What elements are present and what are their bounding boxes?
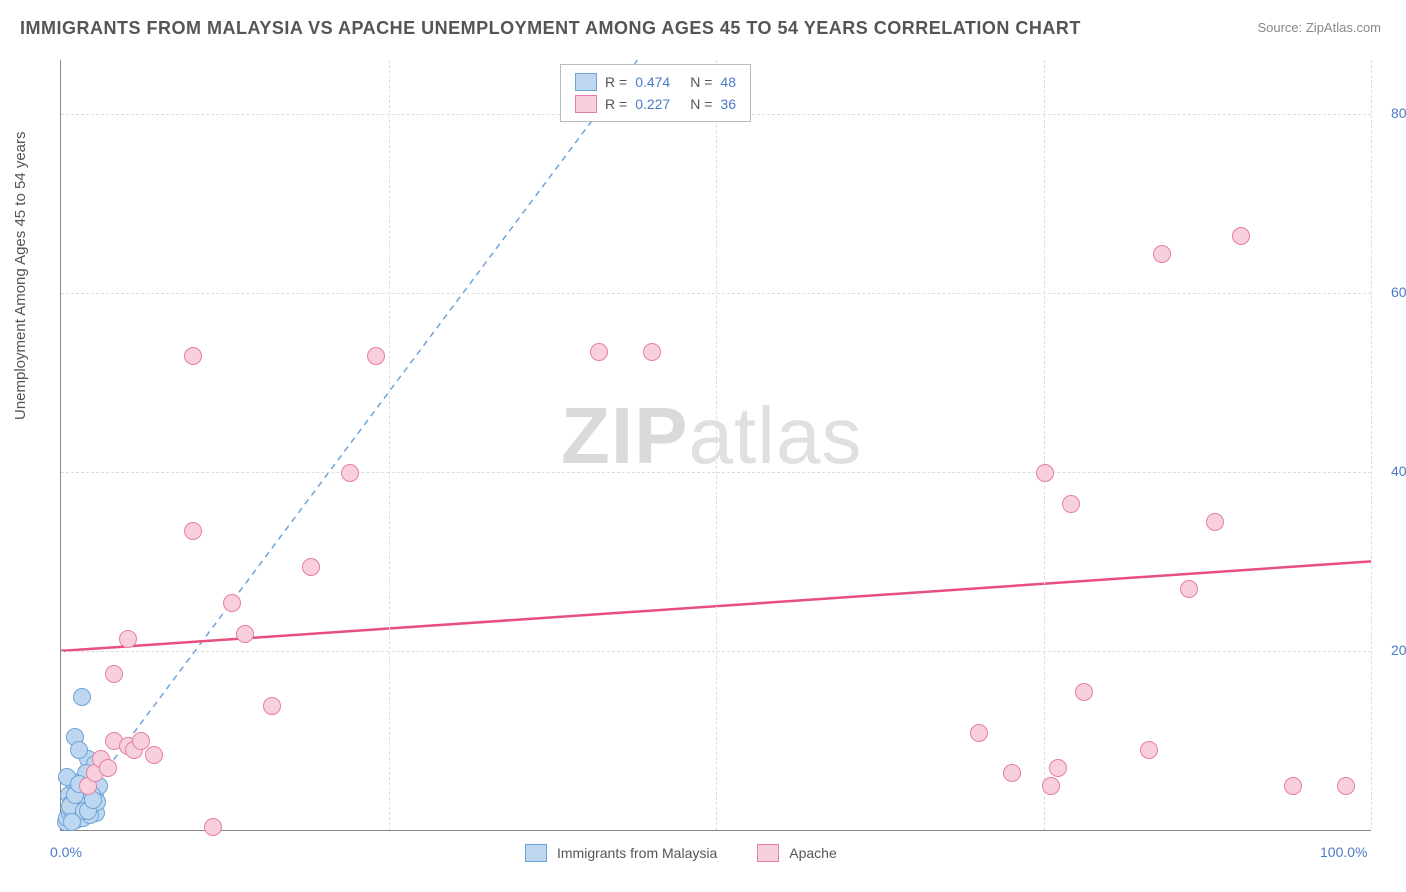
x-tick-max: 100.0% bbox=[1320, 844, 1367, 860]
data-point bbox=[236, 625, 254, 643]
legend-swatch bbox=[575, 95, 597, 113]
legend-r-label: R = bbox=[605, 71, 627, 93]
data-point bbox=[145, 746, 163, 764]
data-point bbox=[99, 759, 117, 777]
correlation-legend: R = 0.474 N = 48 R = 0.227 N = 36 bbox=[560, 64, 751, 122]
legend-r-value: 0.227 bbox=[635, 93, 670, 115]
data-point bbox=[204, 818, 222, 836]
data-point bbox=[263, 697, 281, 715]
y-tick-label: 80.0% bbox=[1391, 105, 1406, 121]
legend-swatch bbox=[525, 844, 547, 862]
data-point bbox=[1003, 764, 1021, 782]
data-point bbox=[1153, 245, 1171, 263]
legend-r-value: 0.474 bbox=[635, 71, 670, 93]
gridline-v bbox=[1044, 60, 1045, 830]
data-point bbox=[1180, 580, 1198, 598]
plot-area: ZIPatlas 20.0%40.0%60.0%80.0% bbox=[60, 60, 1371, 831]
data-point bbox=[1140, 741, 1158, 759]
legend-series-label: Apache bbox=[789, 845, 836, 861]
y-tick-label: 60.0% bbox=[1391, 284, 1406, 300]
data-point bbox=[1042, 777, 1060, 795]
data-point bbox=[1284, 777, 1302, 795]
y-tick-label: 40.0% bbox=[1391, 463, 1406, 479]
data-point bbox=[184, 522, 202, 540]
gridline-v bbox=[389, 60, 390, 830]
legend-r-label: R = bbox=[605, 93, 627, 115]
source-label: Source: ZipAtlas.com bbox=[1257, 20, 1381, 35]
data-point bbox=[1337, 777, 1355, 795]
legend-row: R = 0.474 N = 48 bbox=[575, 71, 736, 93]
legend-n-value: 48 bbox=[720, 71, 736, 93]
legend-n-label: N = bbox=[690, 93, 712, 115]
legend-swatch bbox=[757, 844, 779, 862]
legend-swatch bbox=[575, 73, 597, 91]
legend-n-value: 36 bbox=[720, 93, 736, 115]
data-point bbox=[1206, 513, 1224, 531]
data-point bbox=[302, 558, 320, 576]
y-tick-label: 20.0% bbox=[1391, 642, 1406, 658]
data-point bbox=[590, 343, 608, 361]
data-point bbox=[970, 724, 988, 742]
data-point bbox=[1062, 495, 1080, 513]
data-point bbox=[643, 343, 661, 361]
data-point bbox=[119, 630, 137, 648]
data-point bbox=[105, 665, 123, 683]
legend-n-label: N = bbox=[690, 71, 712, 93]
trendline bbox=[61, 60, 637, 830]
y-axis-label: Unemployment Among Ages 45 to 54 years bbox=[12, 131, 29, 420]
data-point bbox=[1075, 683, 1093, 701]
data-point bbox=[184, 347, 202, 365]
data-point bbox=[1232, 227, 1250, 245]
gridline-v bbox=[1371, 60, 1372, 830]
x-tick-min: 0.0% bbox=[50, 844, 82, 860]
legend-series-label: Immigrants from Malaysia bbox=[557, 845, 717, 861]
legend-row: R = 0.227 N = 36 bbox=[575, 93, 736, 115]
chart-title: IMMIGRANTS FROM MALAYSIA VS APACHE UNEMP… bbox=[20, 18, 1081, 39]
data-point bbox=[367, 347, 385, 365]
data-point bbox=[1036, 464, 1054, 482]
series-legend: Immigrants from Malaysia Apache bbox=[525, 844, 867, 862]
data-point bbox=[223, 594, 241, 612]
data-point bbox=[73, 688, 91, 706]
gridline-v bbox=[716, 60, 717, 830]
data-point bbox=[341, 464, 359, 482]
data-point bbox=[1049, 759, 1067, 777]
watermark: ZIPatlas bbox=[561, 390, 862, 482]
